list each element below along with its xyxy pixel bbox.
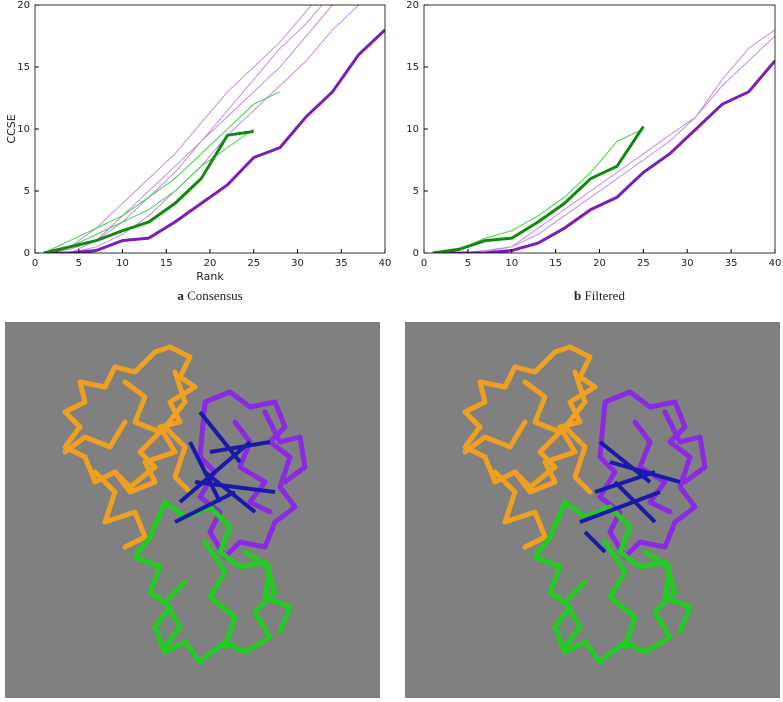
y-tick-label: 0 <box>413 248 419 259</box>
image-b <box>405 322 780 698</box>
y-tick-label: 20 <box>17 0 30 11</box>
x-tick-label: 5 <box>465 258 471 269</box>
x-tick-label: 40 <box>379 258 392 269</box>
caption-text: Filtered <box>585 288 626 303</box>
x-tick-label: 35 <box>725 258 738 269</box>
y-tick-label: 20 <box>406 0 419 11</box>
line-series <box>432 35 775 253</box>
y-tick-label: 10 <box>17 124 30 135</box>
x-tick-label: 20 <box>593 258 606 269</box>
line-series <box>43 128 255 253</box>
x-tick-label: 10 <box>505 258 518 269</box>
image-a <box>5 322 380 698</box>
line-series <box>43 5 360 253</box>
x-tick-label: 15 <box>160 258 173 269</box>
caption: a Consensus <box>177 288 242 303</box>
y-tick-label: 5 <box>24 186 30 197</box>
line-series <box>43 28 385 253</box>
x-tick-label: 35 <box>335 258 348 269</box>
x-tick-label: 0 <box>421 258 427 269</box>
line-series <box>432 125 645 253</box>
y-tick-label: 15 <box>406 62 419 73</box>
y-tick-label: 10 <box>406 124 419 135</box>
caption-panel: a <box>177 288 184 303</box>
x-tick-label: 20 <box>204 258 217 269</box>
y-tick-label: 0 <box>24 248 30 259</box>
line-series <box>43 91 281 253</box>
x-tick-label: 10 <box>116 258 129 269</box>
caption-panel: b <box>574 288 581 303</box>
line-series <box>432 59 775 253</box>
caption-text: Consensus <box>187 288 243 303</box>
line-series <box>43 5 323 253</box>
x-tick-label: 15 <box>549 258 562 269</box>
y-tick-label: 5 <box>413 186 419 197</box>
plot-frame <box>34 4 386 254</box>
x-axis-label: Rank <box>196 270 224 283</box>
x-tick-label: 40 <box>769 258 782 269</box>
plot-frame <box>423 4 776 254</box>
line-series <box>43 129 254 253</box>
x-tick-label: 25 <box>247 258 260 269</box>
x-tick-label: 0 <box>32 258 38 269</box>
y-axis-label: CCSE <box>5 114 18 143</box>
x-tick-label: 30 <box>291 258 304 269</box>
x-tick-label: 25 <box>637 258 650 269</box>
x-tick-label: 5 <box>76 258 82 269</box>
x-tick-label: 30 <box>681 258 694 269</box>
line-series <box>43 5 313 253</box>
caption: b Filtered <box>574 288 625 303</box>
y-tick-label: 15 <box>17 62 30 73</box>
line-series <box>432 29 775 253</box>
